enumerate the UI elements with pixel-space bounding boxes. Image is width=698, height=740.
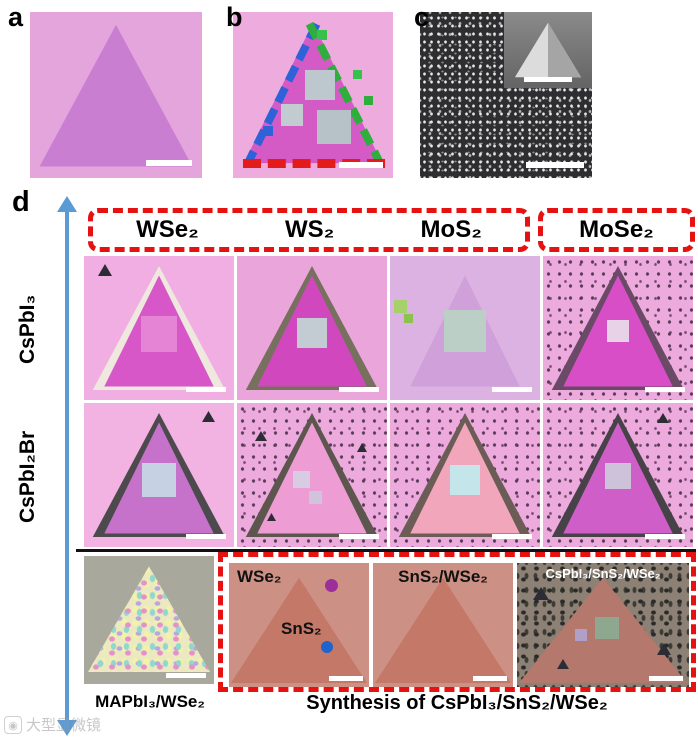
square-crystal: [450, 465, 480, 495]
scale-bar: [492, 387, 532, 392]
watermark: ◉ 大型显微镜: [4, 714, 101, 735]
row-header-cspbi2br: CsPbI₂Br: [16, 430, 39, 524]
sns2-wse2-label: SnS₂/WSe₂: [398, 567, 488, 586]
arrowhead-up-icon: [57, 196, 77, 212]
triangle-crystal: [39, 24, 193, 167]
synthesis-dashed-box: WSe₂ SnS₂ SnS₂/WSe₂ CsPbI₃/SnS₂/WSe₂: [218, 552, 696, 692]
scale-bar: [473, 676, 507, 681]
square-crystal: [142, 463, 176, 497]
caption-synthesis: Synthesis of CsPbI₃/SnS₂/WSe₂: [306, 692, 608, 714]
cspbi3-sns2-wse2-label: CsPbI₃/SnS₂/WSe₂: [545, 566, 661, 581]
micrograph-cspbi2br-wse2: [84, 403, 234, 547]
edge-decoration-red: [243, 159, 385, 168]
section-divider: [76, 549, 696, 552]
column-header-wse2: WSe₂: [136, 216, 199, 243]
micrograph-panel-b: [233, 12, 393, 178]
panel-label-d: d: [12, 186, 30, 218]
crystal-fleck: [533, 587, 549, 600]
watermark-text: 大型显微镜: [26, 717, 102, 734]
scale-bar: [339, 387, 379, 392]
crystal-fleck: [98, 264, 112, 276]
micrograph-cspbi2br-mose2: [543, 403, 693, 547]
square-crystal: [309, 491, 322, 504]
scale-bar: [526, 162, 584, 168]
column-header-ws2: WS₂: [285, 216, 335, 243]
scale-bar: [645, 534, 685, 539]
micrograph-cspbi3-ws2: [237, 256, 387, 400]
column-header-mose2: MoSe₂: [579, 216, 654, 243]
scale-bar: [649, 676, 683, 681]
mosaic-triangle-crystal: [88, 566, 210, 672]
scale-bar: [339, 534, 379, 539]
scale-bar: [186, 534, 226, 539]
green-fleck: [364, 96, 373, 105]
scale-bar: [339, 162, 383, 168]
crystal-fleck: [357, 443, 367, 452]
scale-bar: [329, 676, 363, 681]
green-fleck: [394, 300, 407, 313]
micrograph-mapbi3-wse2: [84, 556, 214, 684]
watermark-logo-icon: ◉: [4, 715, 22, 734]
panel-label-a: a: [8, 2, 24, 32]
square-crystal: [575, 629, 587, 641]
row-header-cspbi3: CsPbI₃: [16, 294, 39, 364]
crystal-fleck: [267, 513, 276, 521]
green-fleck: [317, 30, 327, 40]
green-fleck: [404, 314, 413, 323]
scale-bar: [166, 673, 206, 678]
square-crystal: [297, 318, 327, 348]
composition-axis-arrow: [56, 196, 78, 736]
column-header-box-1: WSe₂ WS₂ MoS₂: [88, 208, 530, 252]
crystal-fleck: [255, 431, 267, 441]
crystal-fleck: [657, 413, 669, 423]
square-crystal: [595, 617, 619, 639]
square-crystal: [444, 310, 486, 352]
scale-bar: [186, 387, 226, 392]
scale-bar: [146, 160, 192, 166]
column-header-box-2: MoSe₂: [538, 208, 695, 252]
scale-bar: [492, 534, 532, 539]
micrograph-cspbi3-mos2: [390, 256, 540, 400]
column-header-mos2: MoS₂: [420, 216, 482, 243]
micrograph-cspbi2br-mos2: [390, 403, 540, 547]
wse2-label: WSe₂: [237, 567, 282, 586]
micrograph-cspbi2br-ws2: [237, 403, 387, 547]
wse2-dot-marker: [325, 579, 338, 592]
crystal-fleck: [557, 659, 569, 669]
panel-label-c: c: [414, 2, 430, 32]
green-fleck: [353, 70, 362, 79]
micrograph-panel-a: [30, 12, 202, 178]
caption-mapbi3-wse2: MAPbI₃/WSe₂: [95, 692, 205, 711]
square-crystal: [281, 104, 303, 126]
sem-micrograph-panel-c: [420, 12, 592, 178]
square-crystal: [305, 70, 335, 100]
panel-label-b: b: [226, 2, 243, 32]
arrowhead-down-icon: [57, 720, 77, 736]
scale-bar: [645, 387, 685, 392]
triangle-crystal: [375, 577, 511, 683]
square-crystal: [293, 471, 310, 488]
sns2-label: SnS₂: [281, 619, 322, 638]
micrograph-wse2-sns2-seeds: WSe₂ SnS₂: [229, 563, 369, 687]
micrograph-cspbi3-mose2: [543, 256, 693, 400]
arrow-line: [65, 210, 69, 722]
square-crystal: [317, 110, 351, 144]
crystal-fleck: [202, 411, 215, 422]
blue-fleck: [263, 126, 273, 136]
scale-bar: [524, 77, 572, 82]
micrograph-sns2-wse2: SnS₂/WSe₂: [373, 563, 513, 687]
square-crystal: [141, 316, 177, 352]
square-crystal: [605, 463, 631, 489]
sem-inset: [504, 12, 592, 88]
micrograph-cspbi3-wse2: [84, 256, 234, 400]
micrograph-cspbi3-sns2-wse2: CsPbI₃/SnS₂/WSe₂: [517, 563, 689, 687]
square-crystal: [607, 320, 629, 342]
sns2-dot-marker: [321, 641, 333, 653]
